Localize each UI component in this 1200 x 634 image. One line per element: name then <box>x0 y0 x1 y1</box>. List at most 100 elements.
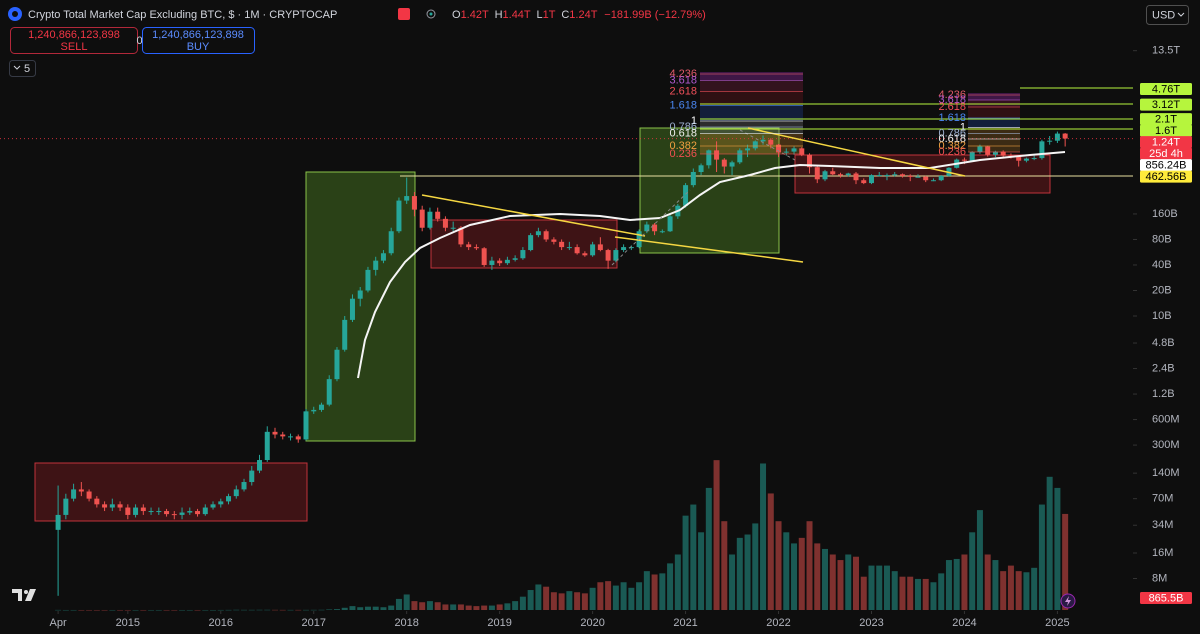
buy-price[interactable]: 1,240,866,123,898 <box>152 29 244 41</box>
candle-body <box>187 511 193 513</box>
candle-body <box>923 176 929 181</box>
candle-body <box>342 319 348 350</box>
volume-bar <box>457 604 464 610</box>
ohlc-value: 1.42T <box>461 9 489 21</box>
sell-button[interactable] <box>10 27 138 54</box>
candle-body <box>838 174 844 176</box>
y-tick-label: 80B <box>1152 233 1172 245</box>
volume-bar <box>194 609 201 611</box>
volume-bar <box>891 571 898 610</box>
candle-body <box>318 404 324 410</box>
volume-bar <box>612 585 619 610</box>
indicators-count[interactable]: 5 <box>24 63 30 75</box>
volume-bar <box>473 606 480 610</box>
price-label: 2.1T <box>1155 114 1177 126</box>
fib-band <box>700 91 803 105</box>
volume-bar <box>465 605 472 610</box>
volume-bar <box>419 602 426 610</box>
buy-label[interactable]: BUY <box>187 41 210 53</box>
volume-bar <box>357 607 364 610</box>
candle-body <box>969 152 975 161</box>
candle-body <box>535 231 541 236</box>
currency[interactable]: USD <box>1152 9 1175 21</box>
volume-bar <box>488 605 495 610</box>
candle-body <box>218 501 224 505</box>
volume-bar <box>620 582 627 610</box>
candle-body <box>249 470 255 483</box>
volume-bar <box>117 609 124 611</box>
volume-bar <box>426 601 433 610</box>
volume-bar <box>512 601 519 610</box>
candle-body <box>388 231 394 254</box>
volume-pane <box>55 460 1069 611</box>
candle-body <box>1000 151 1006 156</box>
sell-label[interactable]: SELL <box>61 41 88 53</box>
buy-button[interactable] <box>142 27 255 54</box>
volume-bar <box>574 592 581 610</box>
candle-body <box>226 496 232 502</box>
chevron-icon[interactable] <box>13 65 21 70</box>
candle-body <box>830 171 836 175</box>
indicators-toggle[interactable] <box>9 60 36 77</box>
candle-body <box>442 218 448 228</box>
candle-body <box>1031 158 1037 160</box>
fib-label: 1.618 <box>669 99 697 111</box>
candle-body <box>280 434 286 437</box>
fib-band <box>700 80 803 91</box>
volume-bar <box>636 582 643 610</box>
volume-bar <box>899 576 906 610</box>
candle-body <box>822 171 828 180</box>
volume-bar <box>202 609 209 611</box>
trend-line <box>747 127 966 177</box>
price-axis: 13.5T 160B 80B 40B 20B 10B 4.8B 2.4B 1.2B 600M 300… <box>1133 45 1192 604</box>
ohlc-key: O <box>452 9 461 21</box>
candle-body <box>776 144 782 153</box>
volume-bar <box>558 593 565 610</box>
visibility-icon[interactable] <box>426 9 436 19</box>
volume-bar <box>806 521 813 610</box>
candle-body <box>961 159 967 161</box>
candle-body <box>497 260 503 264</box>
candle-body <box>287 436 293 438</box>
candle-body <box>892 174 898 176</box>
candle-body <box>590 244 596 256</box>
volume-bar <box>1000 571 1007 610</box>
volume-bar <box>388 605 395 610</box>
candle-body <box>411 196 417 210</box>
volume-bar <box>744 534 751 610</box>
flag-icon[interactable] <box>398 8 410 20</box>
volume-bar <box>124 609 131 611</box>
volume-bar <box>868 565 875 610</box>
chevron-icon[interactable] <box>1177 12 1185 17</box>
candle-body <box>148 511 154 513</box>
range-box <box>34 462 308 522</box>
volume-bar <box>140 609 147 611</box>
logo-shape <box>12 589 22 601</box>
sell-price[interactable]: 1,240,866,123,898 <box>28 29 120 41</box>
candle-body <box>125 507 131 515</box>
candle-body <box>652 224 658 232</box>
volume-bar <box>605 581 612 610</box>
x-tick-label: 2025 <box>1045 617 1069 629</box>
candle-body <box>86 491 92 499</box>
candle-body <box>512 258 518 260</box>
price-label: 462.56B <box>1146 171 1187 183</box>
candle-body <box>264 431 270 461</box>
drawings <box>357 127 1066 379</box>
countdown-bg <box>1140 147 1192 160</box>
visibility-icon[interactable] <box>429 12 433 16</box>
volume-bar <box>434 602 441 610</box>
volume-bar <box>148 609 155 611</box>
event-icon[interactable] <box>1065 596 1071 606</box>
volume-bar <box>589 587 596 610</box>
moving-average <box>357 151 1066 379</box>
volume-bar <box>210 609 217 611</box>
trend-line <box>614 236 804 263</box>
candle-body <box>272 431 278 435</box>
currency-select[interactable] <box>1146 5 1189 25</box>
candle-body <box>721 159 727 167</box>
candle-body <box>551 239 557 242</box>
volume-bar <box>155 609 162 611</box>
volume-bar <box>163 609 170 611</box>
